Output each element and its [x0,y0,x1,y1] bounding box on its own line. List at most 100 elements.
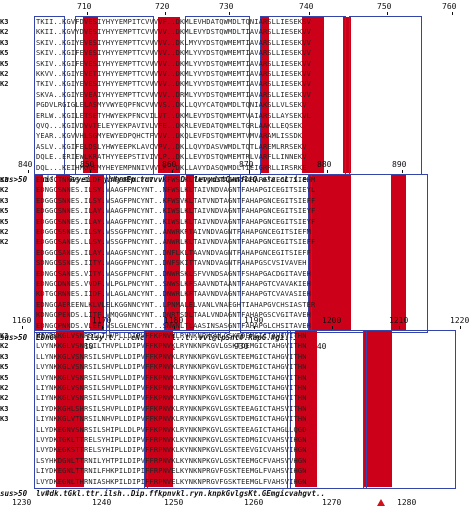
sequence-row: EDGGCSNNES.ILSY.VSAGFPNCYNT..KFWSVKLTATV… [36,196,316,205]
sequence-label: K2 [0,28,9,37]
sequence-row: KKII..KGVYDVESIYHYYEMPTTCVVVVV..DKMLEVYD… [36,28,311,37]
sequence-row: EDNGCAEREENLKLVLELKGGNNCYNT..LPNMALELVAN… [36,300,316,309]
sequence-label: K5 [0,217,9,226]
position-number: 740 [299,2,314,11]
sequence-row: TKII..KGVFDVESIYHYYEMPITCVVVVF..DKMLEVHD… [36,18,311,26]
position-number-bottom: 1270 [322,498,342,507]
sequence-row: ASLV..KGIFELDSLYHWYEEPKLAVCVPV..DKLLQVYD… [36,142,307,151]
sequence-label: K2 [0,228,9,236]
conserved-column [144,331,153,487]
sequence-row: LVYDKEGKSTTRELSYHIPLLDIPVFFRPNVKLKYNKNPK… [36,446,307,455]
alignment-block-1: 710 720 730 740 750 760 K3 TKII..KGVFDVESIYHYYE… [0,0,474,192]
sequence-row: EDNGCTNNES.ILDF.VASGFPNCYNT..KFWSLKLTATV… [36,176,316,184]
position-number: 730 [219,2,234,11]
sequence-row: LVYDKEGNLTHRNIASHKPILDIPIFFRPNVELKYNKNPR… [36,477,307,486]
position-tick [460,326,461,329]
consensus-sequence: EDnGcs.#Es.ilsy.t....cNcYn....l..t..vvl@… [36,333,316,342]
sequence-row: KKVV..KGIYEVETIYHYYEMPTTCVVVVV..DKMLYVYD… [36,70,311,78]
position-number: 710 [77,2,92,11]
position-number: 1180 [164,316,184,325]
position-tick [399,326,400,329]
sequence-row: MIYDKKGLVSNRSILTHVPLLDIPVFFKPNVKLRYNKNPK… [36,332,307,340]
sequence-row: ERLW..KGILETSETYHWYEKPFNCVILVT..DKMLEVYD… [36,111,311,120]
sequence-row: EDGGCSANES.LLSY.VSSGFPNCYNT..ANWRLKLTAIV… [36,238,316,247]
sequence-row: LVYNKKGLVSNRSILTHVPLLDIPVFFKPNVKLRYNKNPK… [36,342,307,351]
position-tick [387,12,388,15]
position-number: 1210 [389,316,409,325]
sequence-label: K3 [0,38,9,47]
position-number: 720 [155,2,170,11]
sequence-label: K2 [0,238,9,247]
position-tick [452,12,453,15]
position-tick [174,326,175,329]
position-number: 1200 [322,316,342,325]
position-tick [102,326,103,329]
alignment-block-3: 1160 1170 1180 1190 1200 1210 1220 K3 MIYDKKGLVS… [0,314,474,507]
sequence-row: PGDVLRGIGLELASMYVWYEQPFNCVVVVS..DKLLQVYC… [36,101,307,110]
sequence-label: K2 [0,342,9,351]
position-tick [254,326,255,329]
position-tick [249,170,250,173]
sequence-row: DQL...KEIHMGGEMYHEYEMPNNIVVVLF..DKLLAVYD… [36,163,307,172]
sequence-label: K2 [0,394,9,403]
sequence-row: LSYHKDGNLTTRNILYHTPILDIPVFFRPNVKLKYNKNPK… [36,456,307,465]
alignment-block-2: 840 850 860 870 880 890 K3 EDNGCTNNES.ILDF.VASG… [0,158,474,351]
position-number: 870 [239,160,254,169]
sequence-row: LLYDKEGNVSNRSILSHIPLLDLPVFFKPNVKLRYNKNPK… [36,425,307,434]
sequence-label: K5 [0,363,9,372]
similarity-box [164,174,230,333]
position-number-bottom: 940 [312,342,327,351]
conserved-column [165,175,180,331]
position-tick [90,170,91,173]
conserved-column [151,331,173,487]
sequence-label: K5 [0,373,9,382]
sequence-row: LLYNKKGLVSNRSILSHVPLLDIPVFFKPNVKLRYNKNPK… [36,352,307,361]
position-number: 1160 [12,316,32,325]
sequence-label: K2 [0,186,9,195]
sequence-row: SKVA..KGIYEVEAIYHYYEMPTTCVVVVV..DRMLYVYD… [36,90,311,99]
conserved-column [35,175,43,331]
sequence-label: K5 [0,207,9,216]
sequence-row: EDNGCSNNES.ILSY.VAAGFPNCYNT..NFWSLKLTAIV… [36,186,316,195]
consensus-label: sus>50 [0,333,28,342]
consensus-sequence: .ki!..kGvyei..Qyh#ymEp.tcvvvPv..D..levyd… [36,175,325,184]
sequence-row: YEAR..KGVVHLSGMYEWYEDPQHCTFVVV..DKQLEVFD… [36,132,303,141]
consensus-label: sus>50 [0,489,28,498]
position-tick [22,326,23,329]
sequence-row: EDGGCSSNES.ILSY.VSSGFPNCYNT..ANWRKRTAIVN… [36,228,311,236]
conserved-column [55,175,71,331]
conserved-column [158,17,173,173]
position-tick [309,12,310,15]
sequence-label: K2 [0,80,9,89]
conserved-column [261,17,269,173]
position-number-bottom: 1260 [244,498,264,507]
consensus-sequence: lv#dk.tGkl.ttr.ilsh..Dip.ffkpnvkl.ryn.kn… [36,489,325,498]
sequence-row: SKIV..KGIYEVESIYHYYEMPTTCVVVVV..DKLMYVYD… [36,38,311,47]
position-number-bottom: 910 [79,342,94,351]
sequence-row: EDGGCSNNES.ILAY.VAAGFPNCYNT..KIWSLKLTAIV… [36,207,316,216]
sequence-label: K3 [0,352,9,361]
conserved-column [76,331,84,487]
sequence-label: K5 [0,49,9,58]
position-tick [402,170,403,173]
sequence-label: K3 [0,18,9,26]
position-number: 850 [80,160,95,169]
position-number: 890 [392,160,407,169]
conserved-column [172,17,180,173]
position-number-bottom: 1280 [397,498,417,507]
sequence-row: LVYNKKGLVSNRSILSHVPLLDIPVFFKPNVKLRYNKNPK… [36,373,307,382]
position-tick [172,170,173,173]
conserved-column [55,331,78,487]
position-number: 880 [317,160,332,169]
sequence-row: LVYDKTGKLTTRELSYHIPLLDIPVFFRPNVKLKYNKNPK… [36,436,307,444]
conserved-column [302,17,324,173]
sequence-row: DQLE..ERIEWLKRATHYYEEPSTIVIVLP..DKLLEVYD… [36,153,307,162]
sequence-label: K2 [0,70,9,78]
position-number-bottom: 1230 [12,498,32,507]
sequence-row: LIYNKKGLVTNRSILNHVPLLDIPVFFKPNVKLRYNKNPK… [36,415,307,424]
position-tick [332,326,333,329]
similarity-box [109,174,169,333]
conserved-column [295,331,317,487]
sequence-row: LVYNKKGLVSNRSILSHVPLLDIPVFFKPNVKLRYNKNPK… [36,363,307,372]
position-tick [327,170,328,173]
